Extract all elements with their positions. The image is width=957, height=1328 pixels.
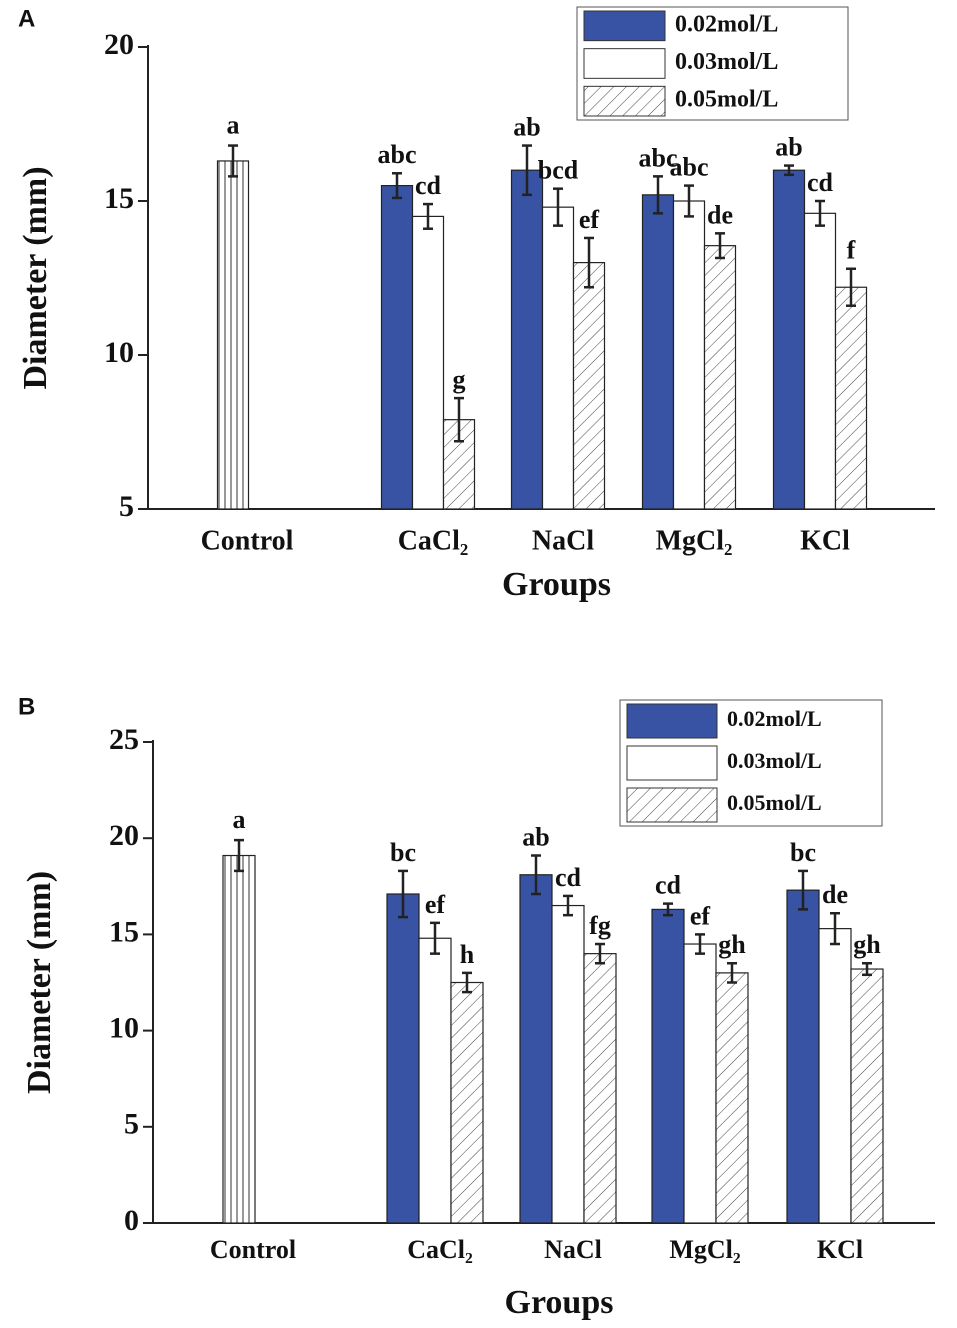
x-tick-label: Control (210, 1235, 296, 1264)
significance-label: bc (790, 838, 816, 867)
x-tick-label: NaCl (544, 1235, 602, 1264)
significance-label: fg (589, 911, 611, 940)
legend-label: 0.03mol/L (675, 49, 778, 75)
y-tick-label: 10 (109, 1011, 139, 1044)
bar (850, 968, 884, 1224)
significance-label: cd (655, 871, 682, 900)
significance-label: abc (378, 140, 417, 169)
bar (703, 245, 737, 510)
legend-label: 0.05mol/L (675, 87, 778, 113)
x-tick-label: CaCl₂ (407, 1235, 473, 1264)
significance-label: a (227, 111, 240, 140)
y-tick-label: 0 (124, 1204, 139, 1237)
legend-swatch (583, 48, 666, 79)
x-tick-label: MgCl₂ (669, 1235, 741, 1264)
bar (715, 972, 749, 1224)
bar (418, 937, 452, 1224)
bar (818, 928, 852, 1224)
significance-label: ef (425, 890, 446, 919)
legend-label: 0.02mol/L (727, 706, 822, 731)
bar (216, 160, 250, 510)
significance-label: g (453, 365, 466, 394)
bar (641, 194, 675, 510)
significance-label: abc (639, 143, 678, 172)
significance-label: cd (415, 171, 442, 200)
y-tick-label: 20 (104, 28, 134, 61)
bar (519, 874, 553, 1224)
significance-label: a (233, 805, 246, 834)
x-tick-label: CaCl₂ (398, 525, 469, 556)
x-tick-label: KCl (800, 525, 850, 556)
significance-label: bcd (538, 156, 579, 185)
bar (222, 854, 256, 1224)
significance-label: ab (513, 113, 540, 142)
x-tick-label: KCl (817, 1235, 863, 1264)
x-tick-label: MgCl₂ (656, 525, 733, 556)
legend-swatch (583, 10, 666, 42)
y-tick-label: 25 (109, 723, 139, 756)
bar (786, 889, 820, 1224)
significance-label: gh (853, 930, 881, 959)
legend-swatch (583, 85, 666, 117)
significance-label: ab (775, 133, 802, 162)
x-tick-label: NaCl (532, 525, 594, 556)
significance-label: ab (522, 822, 549, 851)
bar (834, 286, 868, 510)
x-axis-title: Groups (502, 566, 611, 603)
y-tick-label: 10 (104, 336, 134, 369)
significance-label: bc (390, 838, 416, 867)
x-tick-label: Control (201, 525, 294, 556)
bar (551, 904, 585, 1224)
bar (450, 981, 484, 1224)
legend-swatch (626, 745, 718, 781)
y-axis-title: Diameter (mm) (21, 871, 58, 1094)
y-tick-label: 15 (104, 182, 134, 215)
bar (672, 200, 706, 510)
significance-label: gh (718, 930, 746, 959)
legend-swatch (626, 703, 718, 739)
x-axis-title: Groups (505, 1284, 614, 1321)
bar (510, 169, 544, 510)
panel-label: B (18, 693, 35, 720)
y-tick-label: 15 (109, 915, 139, 948)
significance-label: cd (555, 863, 582, 892)
bar (411, 215, 445, 510)
significance-label: de (822, 880, 848, 909)
significance-label: cd (807, 168, 834, 197)
bar (803, 212, 837, 510)
significance-label: abc (670, 153, 709, 182)
bar (386, 893, 420, 1224)
bar (583, 953, 617, 1224)
y-tick-label: 5 (119, 490, 134, 523)
y-tick-label: 20 (109, 819, 139, 852)
panel-label: A (18, 5, 35, 32)
y-tick-label: 5 (124, 1108, 139, 1141)
legend-label: 0.02mol/L (675, 11, 778, 37)
significance-label: h (460, 940, 475, 969)
legend-label: 0.03mol/L (727, 748, 822, 773)
bar (651, 908, 685, 1224)
bar (572, 262, 606, 510)
bar (380, 185, 414, 510)
legend-label: 0.05mol/L (727, 790, 822, 815)
significance-label: f (847, 236, 856, 265)
significance-label: ef (690, 901, 711, 930)
significance-label: de (707, 200, 733, 229)
bar (772, 169, 806, 510)
y-axis-title: Diameter (mm) (17, 166, 54, 389)
legend-swatch (626, 787, 718, 823)
bar (683, 943, 717, 1224)
bar (541, 206, 575, 510)
significance-label: ef (579, 205, 600, 234)
